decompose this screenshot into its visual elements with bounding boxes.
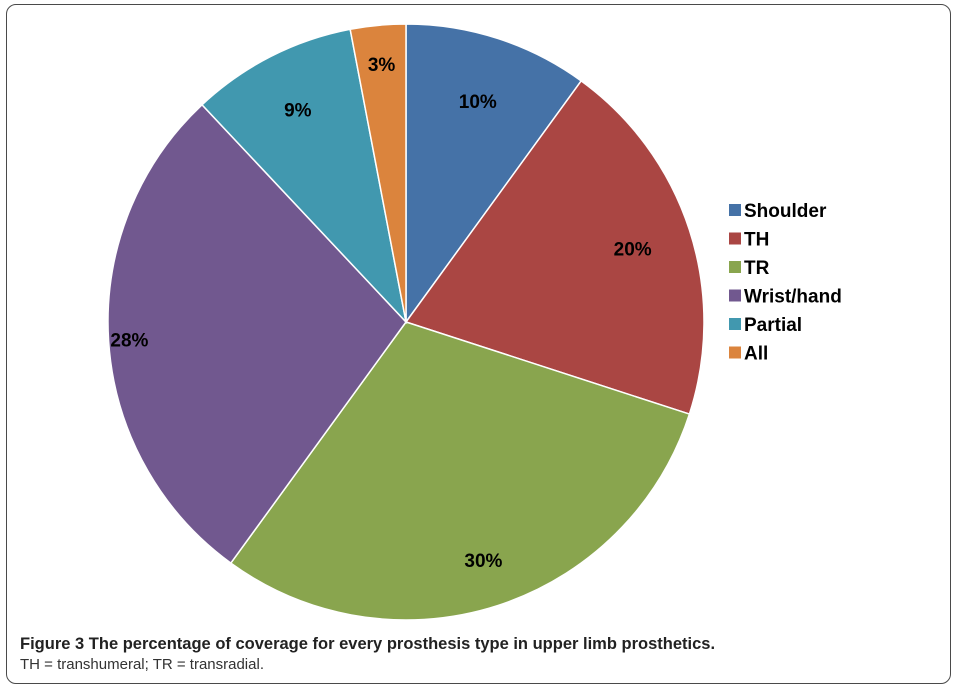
legend-swatch-wrist-hand	[729, 289, 741, 302]
caption-note: TH = transhumeral; TR = transradial.	[20, 656, 264, 673]
slice-label-th: 20%	[614, 239, 652, 260]
legend-label-all: All	[744, 344, 768, 365]
pie-slice-shoulder	[405, 23, 583, 325]
legend-label-partial: Partial	[744, 315, 802, 336]
legend-swatch-tr	[729, 261, 741, 273]
legend-swatch-shoulder	[729, 204, 741, 216]
slice-label-all: 3%	[368, 55, 396, 76]
figure-frame	[6, 4, 951, 684]
figure-caption: Figure 3 The percentage of coverage for …	[20, 634, 940, 676]
legend-swatch-partial	[729, 318, 741, 330]
slice-label-shoulder: 10%	[459, 92, 497, 113]
slice-label-tr: 30%	[464, 551, 502, 572]
figure-label: Figure 3	[20, 635, 85, 653]
caption-title-line: Figure 3 The percentage of coverage for …	[20, 634, 940, 654]
figure-title: The percentage of coverage for every pro…	[88, 635, 716, 653]
slice-label-partial: 9%	[284, 101, 312, 122]
pie-slice-all	[349, 23, 407, 323]
pie-slices	[107, 23, 705, 621]
legend-label-th: TH	[744, 230, 769, 251]
legend-label-shoulder: Shoulder	[744, 201, 827, 222]
legend-label-wrist-hand: Wrist/hand	[744, 287, 842, 308]
legend-label-tr: TR	[744, 258, 770, 279]
pie-slice-tr	[229, 321, 691, 621]
slice-labels: 10% 20% 30% 28% 9% 3%	[110, 55, 651, 572]
slice-label-wrist-hand: 28%	[110, 330, 148, 351]
legend: Shoulder TH TR Wrist/hand Partial All	[729, 201, 842, 365]
legend-swatch-all	[729, 346, 741, 359]
pie-slice-wrist-hand	[107, 103, 407, 565]
legend-swatch-th	[729, 232, 741, 245]
pie-slice-th	[404, 79, 705, 416]
pie-slice-partial	[200, 28, 408, 325]
